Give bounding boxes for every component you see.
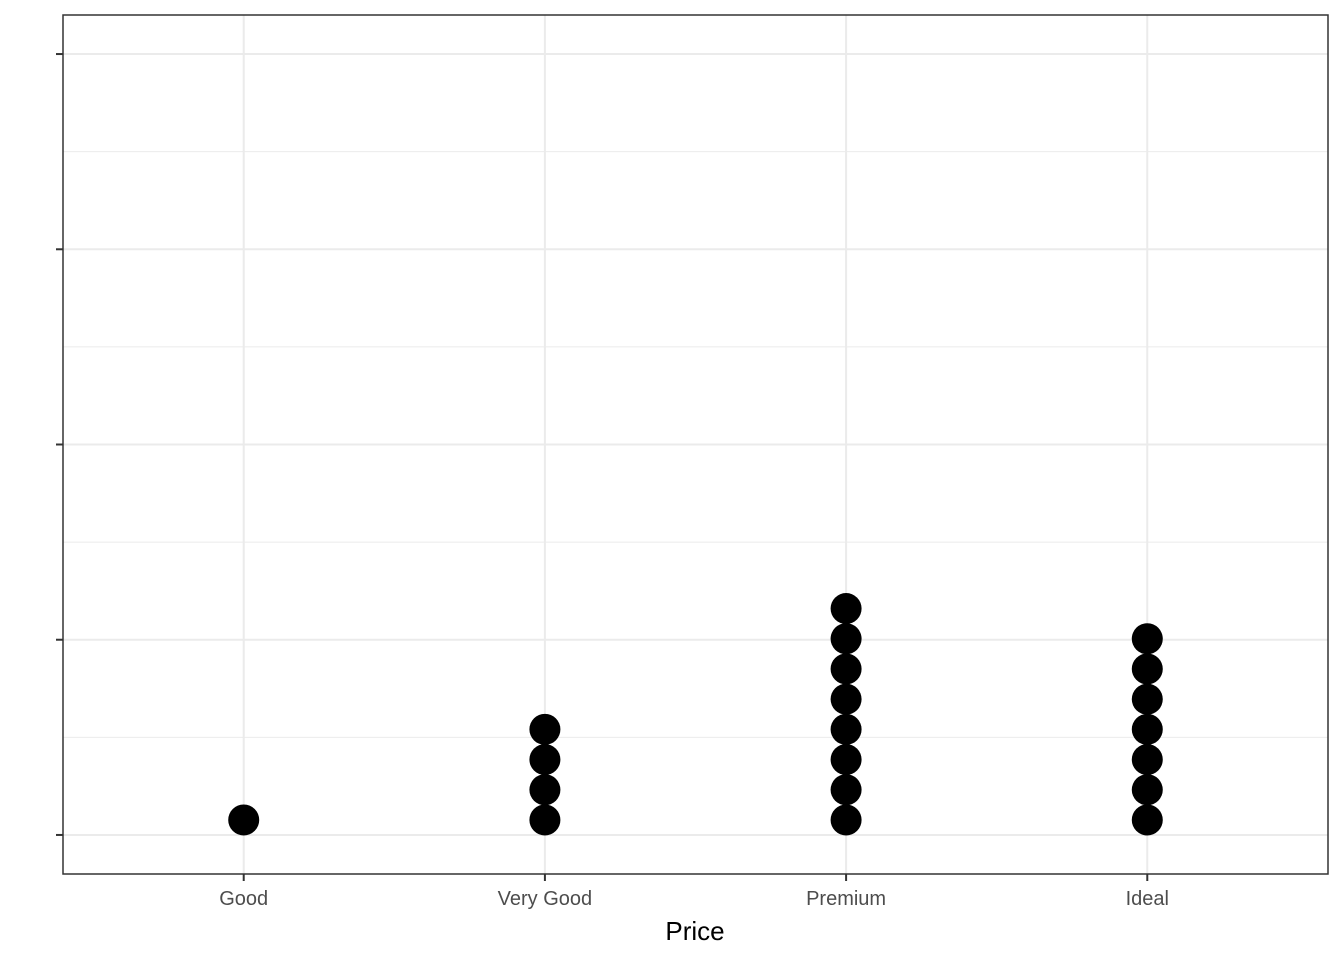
dot bbox=[830, 713, 862, 745]
dot bbox=[529, 804, 561, 836]
dot bbox=[1131, 804, 1163, 836]
dot bbox=[1131, 774, 1163, 806]
x-tick-label: Very Good bbox=[498, 888, 593, 910]
dot bbox=[1131, 713, 1163, 745]
dot bbox=[1131, 653, 1163, 685]
x-tick-label: Ideal bbox=[1126, 888, 1169, 910]
dot bbox=[529, 713, 561, 745]
x-tick-label: Good bbox=[219, 888, 268, 910]
dot bbox=[830, 804, 862, 836]
dot bbox=[830, 744, 862, 776]
dot bbox=[830, 593, 862, 625]
x-axis-label: Price bbox=[665, 916, 724, 946]
dot bbox=[529, 774, 561, 806]
dot bbox=[830, 774, 862, 806]
panel-border bbox=[62, 14, 1329, 875]
dot bbox=[228, 804, 260, 836]
dot bbox=[830, 683, 862, 715]
dot bbox=[830, 623, 862, 655]
x-tick-label: Premium bbox=[806, 888, 886, 910]
dot bbox=[529, 744, 561, 776]
dot bbox=[1131, 623, 1163, 655]
dot bbox=[1131, 683, 1163, 715]
dot bbox=[1131, 744, 1163, 776]
dot bbox=[830, 653, 862, 685]
